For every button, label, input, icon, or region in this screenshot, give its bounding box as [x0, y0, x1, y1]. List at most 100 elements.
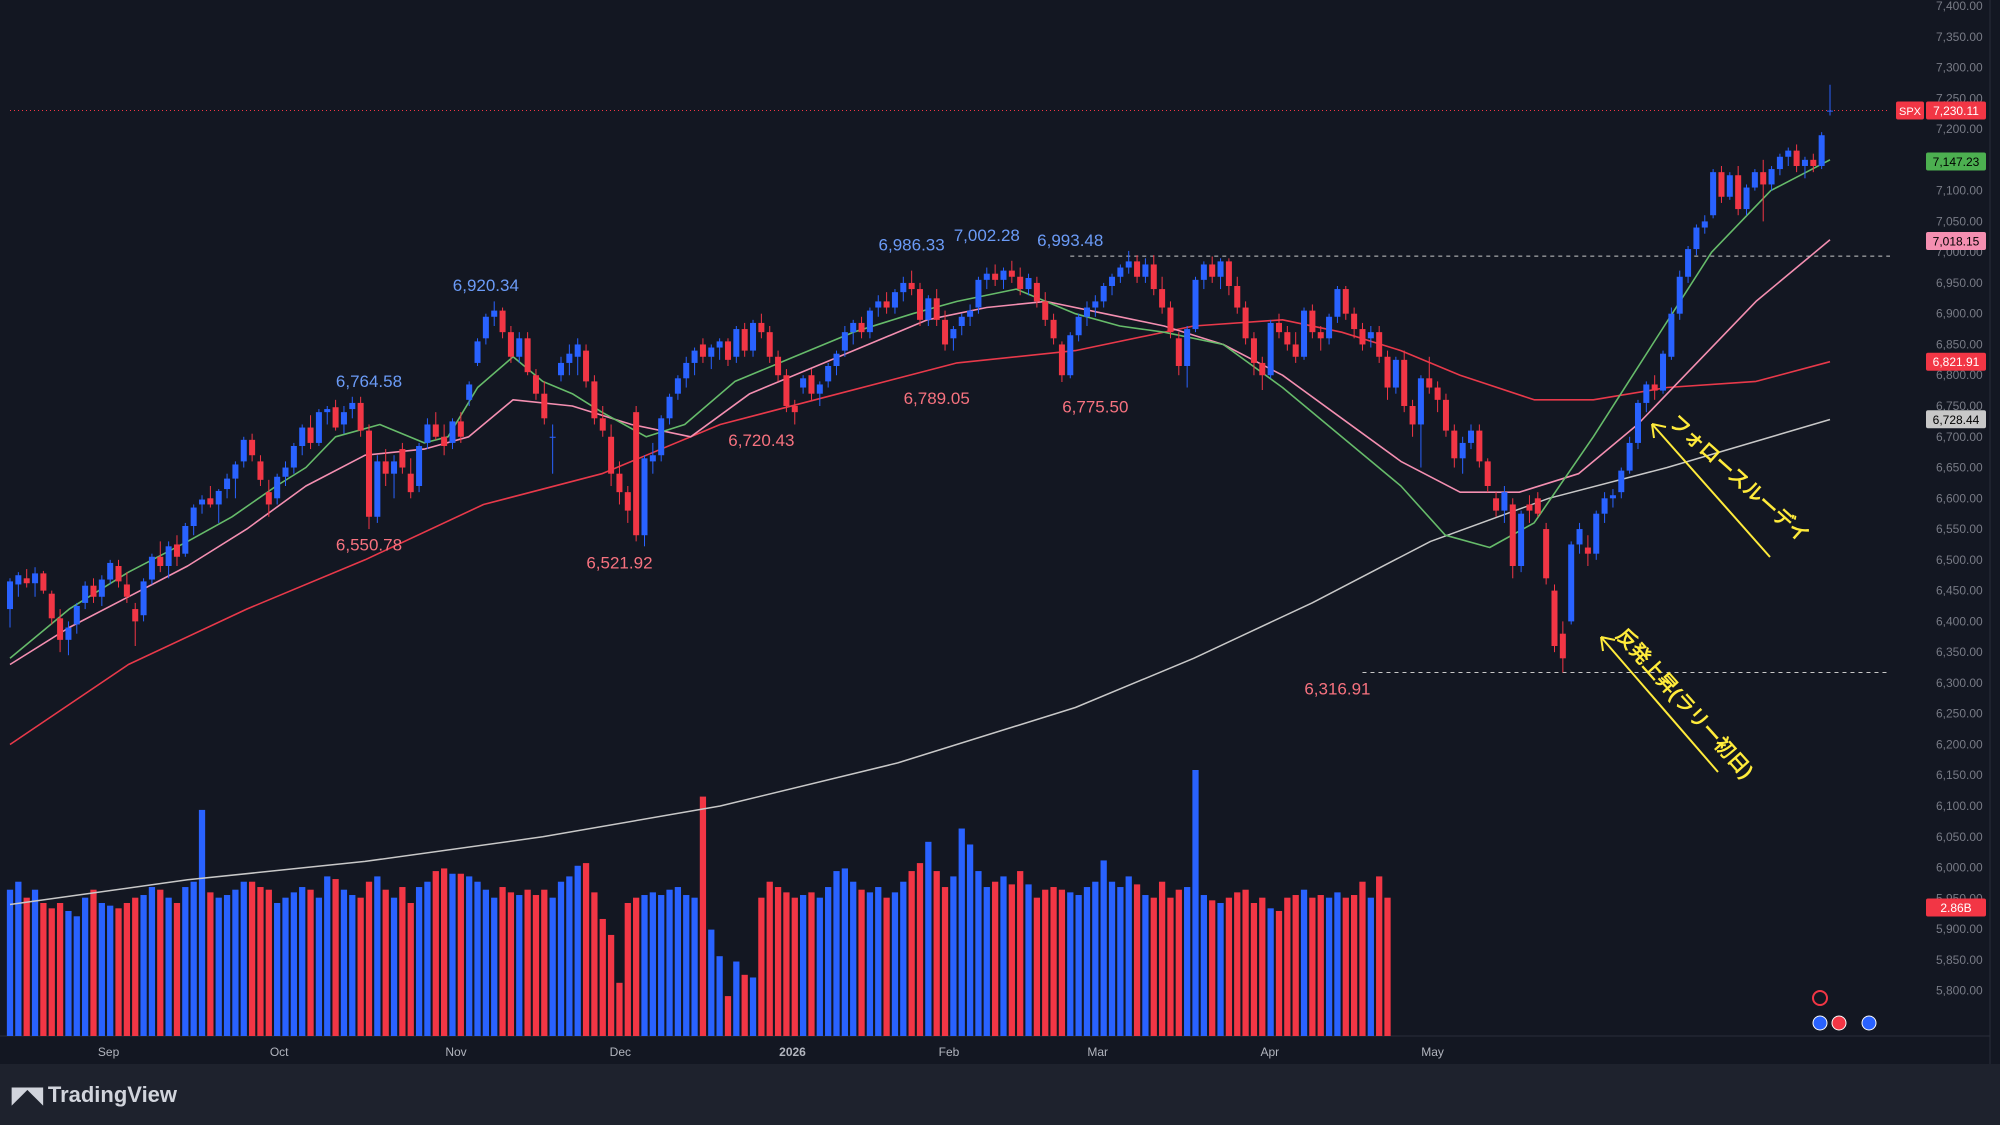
- candle-body: [1434, 387, 1441, 400]
- candle-body: [1142, 264, 1149, 277]
- swing-high-label: 6,993.48: [1037, 231, 1103, 250]
- candle-body: [73, 606, 80, 625]
- volume-bar: [390, 897, 398, 1036]
- y-tick-label: 7,050.00: [1936, 214, 1983, 228]
- candle-body: [883, 301, 890, 308]
- candle-body: [399, 449, 406, 468]
- candle-body: [132, 609, 139, 622]
- volume-bar: [198, 809, 206, 1036]
- y-tick-label: 6,300.00: [1936, 676, 1983, 690]
- candle-body: [574, 344, 581, 357]
- volume-bar: [65, 910, 72, 1036]
- volume-bar: [507, 892, 515, 1036]
- us-flag-event-icon: [1861, 1015, 1877, 1031]
- volume-bar: [549, 897, 556, 1036]
- candle-body: [1409, 406, 1416, 425]
- candle-body: [1125, 261, 1132, 268]
- candle-body: [224, 478, 231, 490]
- candle-body: [107, 562, 114, 580]
- candle-body: [1785, 150, 1792, 157]
- candle-body: [1092, 301, 1099, 308]
- volume-bar: [875, 887, 882, 1036]
- y-tick-label: 6,250.00: [1936, 707, 1983, 721]
- symbol-badge: [1896, 101, 1924, 120]
- candle-body: [1309, 310, 1316, 333]
- candle-body: [1301, 310, 1308, 357]
- volume-bar: [1342, 897, 1349, 1036]
- spx-candlestick-chart[interactable]: 5,800.005,850.005,900.005,950.006,000.00…: [0, 0, 2000, 1064]
- candle-body: [674, 378, 681, 394]
- candle-body: [1275, 322, 1282, 333]
- candle-body: [591, 381, 598, 419]
- volume-bar: [440, 868, 448, 1036]
- volume-bar: [1167, 897, 1174, 1036]
- volume-bar: [741, 974, 748, 1036]
- price-axis-badge-text: 6,821.91: [1933, 355, 1980, 369]
- candle-body: [1584, 547, 1591, 554]
- candle-body: [516, 338, 523, 357]
- volume-bar: [248, 881, 256, 1036]
- candle-body: [808, 375, 815, 394]
- volume-bar: [691, 897, 698, 1036]
- x-axis-label: May: [1421, 1045, 1444, 1059]
- candle-body: [365, 430, 372, 517]
- volume-bar: [658, 895, 665, 1036]
- candle-body: [1058, 344, 1065, 376]
- volume-bar: [891, 892, 899, 1036]
- volume-bar: [1300, 889, 1308, 1036]
- sma50-line: [9, 319, 1831, 746]
- volume-bar: [482, 889, 490, 1036]
- volume-bar: [23, 897, 30, 1036]
- y-tick-label: 6,900.00: [1936, 307, 1983, 321]
- volume-bar: [215, 897, 222, 1036]
- volume-bar: [307, 889, 314, 1036]
- candle-body: [1351, 313, 1358, 330]
- volume-bar: [148, 887, 156, 1036]
- y-tick-label: 7,350.00: [1936, 30, 1983, 44]
- candle-body: [1751, 172, 1758, 188]
- volume-bar: [850, 881, 857, 1036]
- candle-body: [1601, 498, 1608, 514]
- volume-bar: [599, 918, 606, 1036]
- volume-bar: [1083, 887, 1091, 1036]
- candle-body: [1518, 513, 1525, 566]
- volume-bar: [1292, 895, 1299, 1036]
- us-flag-event-icon: [1812, 1015, 1828, 1031]
- volume-bar: [1050, 887, 1057, 1036]
- candle-body: [457, 421, 464, 437]
- candle-body: [240, 439, 247, 462]
- candle-body: [1000, 270, 1007, 280]
- volume-bar: [98, 903, 105, 1036]
- volume-bar: [900, 881, 907, 1036]
- candle-body: [616, 473, 623, 493]
- candle-body: [340, 412, 347, 425]
- candle-body: [249, 439, 256, 456]
- candle-body: [967, 310, 974, 317]
- candle-body: [1326, 316, 1333, 339]
- tradingview-logo[interactable]: ◤◥ TradingView: [12, 1082, 177, 1108]
- candle-body: [1008, 270, 1015, 277]
- volume-bar: [1242, 889, 1249, 1036]
- candle-body: [1359, 329, 1366, 345]
- volume-bar: [407, 903, 414, 1036]
- y-tick-label: 6,850.00: [1936, 337, 1983, 351]
- volume-bar: [1225, 897, 1233, 1036]
- candle-body: [716, 341, 723, 348]
- candle-body: [1568, 544, 1575, 622]
- candle-body: [1668, 313, 1675, 357]
- x-axis-label: Dec: [610, 1045, 631, 1059]
- candle-body: [724, 341, 731, 360]
- price-axis-badge-text: 7,018.15: [1933, 234, 1980, 248]
- candle-body: [791, 406, 798, 413]
- candle-body: [1826, 110, 1834, 112]
- candle-body: [65, 627, 72, 640]
- candle-body: [1634, 402, 1641, 443]
- candle-body: [1551, 590, 1558, 646]
- candle-body: [1317, 332, 1324, 339]
- candle-body: [699, 344, 706, 357]
- volume-bar: [432, 871, 439, 1036]
- candle-body: [1109, 276, 1116, 286]
- candle-body: [683, 362, 690, 379]
- candle-body: [1559, 633, 1566, 659]
